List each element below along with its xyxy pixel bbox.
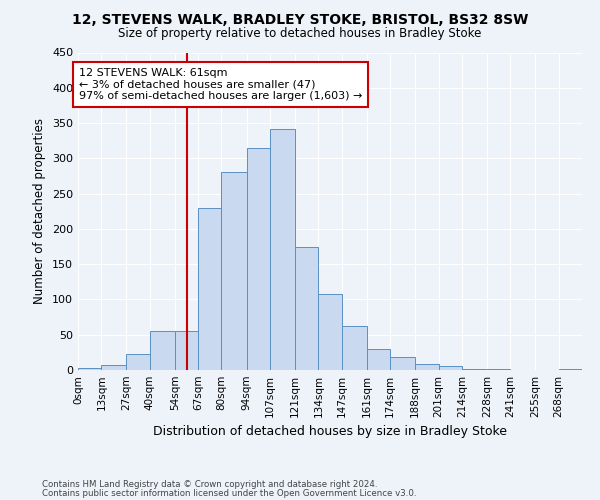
Text: 12 STEVENS WALK: 61sqm
← 3% of detached houses are smaller (47)
97% of semi-deta: 12 STEVENS WALK: 61sqm ← 3% of detached … [79,68,362,101]
Bar [198,208,221,370]
Bar [439,366,462,370]
Bar [341,326,367,370]
Text: Size of property relative to detached houses in Bradley Stoke: Size of property relative to detached ho… [118,28,482,40]
Bar [559,368,582,370]
Bar [295,246,319,370]
Bar [78,368,101,370]
Bar [367,349,390,370]
Bar [270,128,295,370]
Bar [221,172,247,370]
Bar [247,148,270,370]
Bar [319,294,341,370]
X-axis label: Distribution of detached houses by size in Bradley Stoke: Distribution of detached houses by size … [153,426,507,438]
Bar [390,356,415,370]
Bar [101,365,127,370]
Bar [415,364,439,370]
Bar [150,331,175,370]
Text: Contains public sector information licensed under the Open Government Licence v3: Contains public sector information licen… [42,488,416,498]
Text: Contains HM Land Registry data © Crown copyright and database right 2024.: Contains HM Land Registry data © Crown c… [42,480,377,489]
Text: 12, STEVENS WALK, BRADLEY STOKE, BRISTOL, BS32 8SW: 12, STEVENS WALK, BRADLEY STOKE, BRISTOL… [72,12,528,26]
Bar [175,331,198,370]
Y-axis label: Number of detached properties: Number of detached properties [34,118,46,304]
Bar [127,354,150,370]
